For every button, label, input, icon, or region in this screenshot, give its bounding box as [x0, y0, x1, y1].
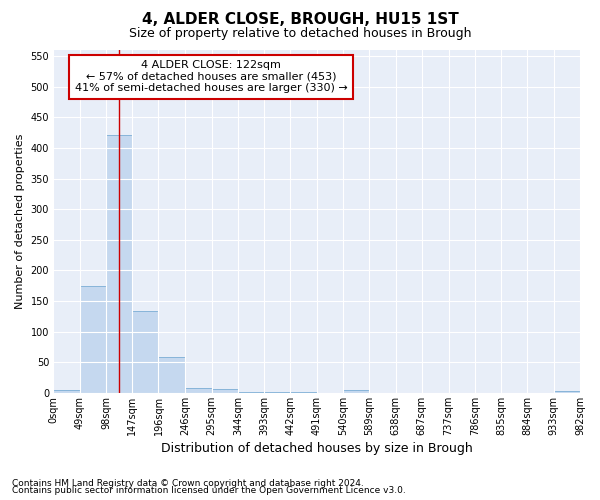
Bar — [264, 392, 290, 393]
Bar — [158, 358, 185, 393]
Text: 4, ALDER CLOSE, BROUGH, HU15 1ST: 4, ALDER CLOSE, BROUGH, HU15 1ST — [142, 12, 458, 28]
Bar — [132, 312, 158, 393]
Bar — [212, 388, 238, 393]
Y-axis label: Number of detached properties: Number of detached properties — [15, 134, 25, 309]
X-axis label: Distribution of detached houses by size in Brough: Distribution of detached houses by size … — [161, 442, 473, 455]
Bar — [53, 390, 80, 393]
Bar — [343, 390, 369, 393]
Bar — [185, 388, 212, 393]
Text: Contains public sector information licensed under the Open Government Licence v3: Contains public sector information licen… — [12, 486, 406, 495]
Bar — [106, 134, 132, 393]
Text: Contains HM Land Registry data © Crown copyright and database right 2024.: Contains HM Land Registry data © Crown c… — [12, 478, 364, 488]
Bar — [290, 392, 317, 393]
Bar — [554, 391, 580, 393]
Bar — [80, 286, 106, 393]
Text: 4 ALDER CLOSE: 122sqm
← 57% of detached houses are smaller (453)
41% of semi-det: 4 ALDER CLOSE: 122sqm ← 57% of detached … — [75, 60, 348, 94]
Text: Size of property relative to detached houses in Brough: Size of property relative to detached ho… — [129, 28, 471, 40]
Bar — [238, 392, 264, 393]
